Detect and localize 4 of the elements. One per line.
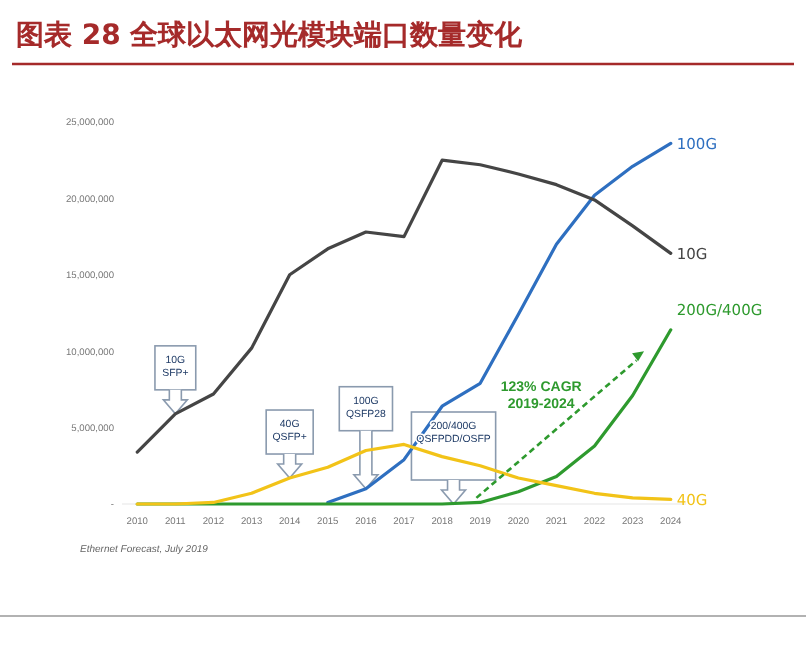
line-series xyxy=(326,141,673,505)
line-series xyxy=(135,442,673,506)
chart-title: 图表 28 全球以太网光模块端口数量变化 xyxy=(16,18,525,52)
line-series xyxy=(135,158,673,454)
